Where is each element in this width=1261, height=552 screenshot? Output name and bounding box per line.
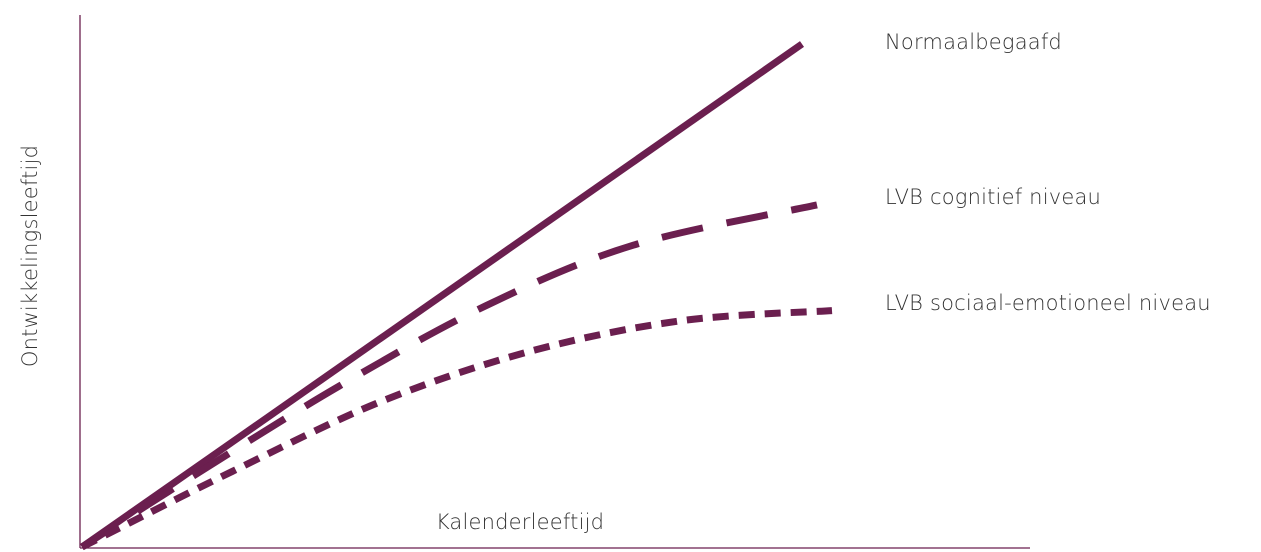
series-lvb-cognitief [80, 201, 818, 550]
series-layer [79, 41, 833, 551]
label-lvb-cognitief: LVB cognitief niveau [885, 185, 1102, 209]
series-lvb-sociaal-emotioneel [80, 307, 833, 551]
y-axis-label: Ontwikkelingsleeftijd [18, 144, 42, 368]
x-axis-label: Kalenderleeftijd [435, 510, 605, 534]
label-lvb-sociaal-emotioneel: LVB sociaal-emotioneel niveau [885, 291, 1211, 315]
label-normaalbegaafd: Normaalbegaafd [885, 30, 1062, 54]
series-normaalbegaafd [79, 41, 805, 550]
